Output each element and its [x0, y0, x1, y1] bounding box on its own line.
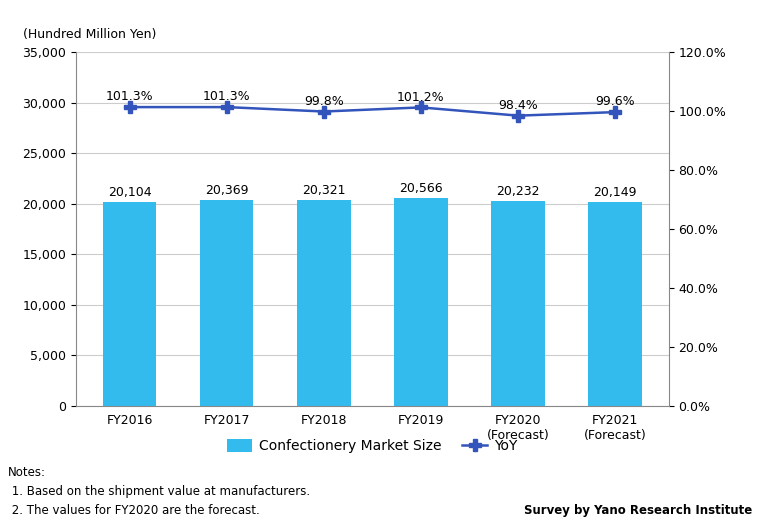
YoY	[319, 108, 328, 114]
Legend: Confectionery Market Size, YoY: Confectionery Market Size, YoY	[227, 439, 518, 453]
Text: 101.2%: 101.2%	[397, 90, 445, 103]
Line: YoY: YoY	[124, 101, 621, 121]
Text: Survey by Yano Research Institute: Survey by Yano Research Institute	[524, 504, 752, 517]
YoY	[416, 105, 426, 111]
Text: Notes:
 1. Based on the shipment value at manufacturers.
 2. The values for FY20: Notes: 1. Based on the shipment value at…	[8, 466, 310, 517]
Bar	[297, 200, 350, 406]
YoY	[610, 109, 619, 115]
Bar	[200, 200, 253, 406]
Text: 101.3%: 101.3%	[203, 90, 251, 103]
Bar	[588, 202, 642, 406]
Text: 101.3%: 101.3%	[106, 90, 154, 103]
Text: (Hundred Million Yen): (Hundred Million Yen)	[23, 29, 156, 42]
Bar	[103, 202, 157, 406]
Text: 20,232: 20,232	[496, 185, 540, 198]
YoY	[514, 112, 523, 119]
Text: 20,321: 20,321	[302, 184, 346, 197]
Text: 20,149: 20,149	[594, 186, 637, 199]
Text: 99.8%: 99.8%	[304, 95, 344, 108]
Text: 20,369: 20,369	[205, 184, 249, 197]
Text: 20,566: 20,566	[399, 182, 443, 195]
Bar	[394, 198, 448, 406]
Text: 98.4%: 98.4%	[498, 99, 538, 112]
Bar	[492, 201, 545, 406]
YoY	[222, 104, 231, 110]
Text: 20,104: 20,104	[108, 187, 151, 200]
Text: 99.6%: 99.6%	[595, 95, 635, 108]
YoY	[125, 104, 135, 110]
